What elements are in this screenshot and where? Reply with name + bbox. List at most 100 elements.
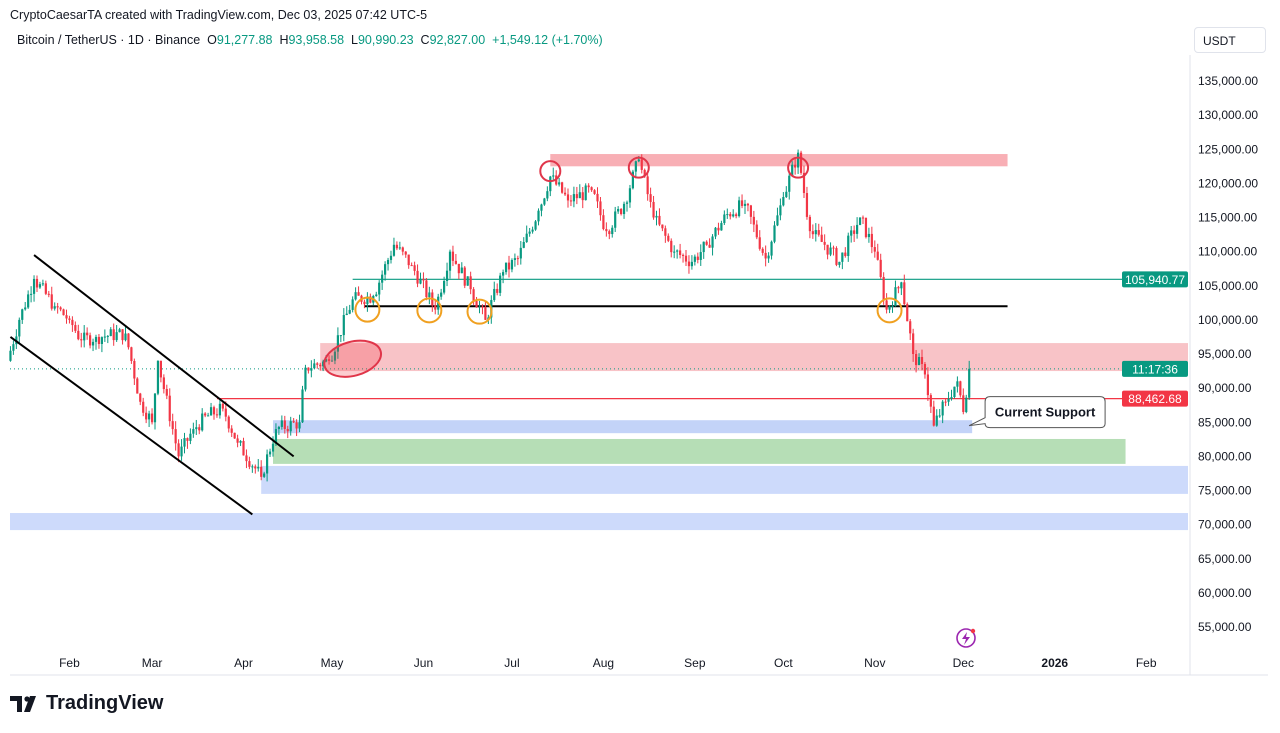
candle [617, 206, 620, 214]
candle-body [681, 254, 685, 256]
candle-body [348, 309, 351, 314]
candle-body [333, 351, 337, 361]
candle [398, 241, 401, 250]
high-label: H [279, 33, 289, 47]
candle-body [218, 403, 221, 416]
candle-body [327, 359, 331, 361]
candle-body [100, 337, 103, 344]
candle-body [316, 363, 319, 365]
candle [339, 335, 342, 343]
candle-body [239, 440, 242, 443]
candle [454, 254, 457, 265]
symbol-name[interactable]: Bitcoin / TetherUS · 1D · Binance [17, 33, 201, 47]
candle [91, 338, 95, 352]
candle-body [195, 427, 198, 430]
candle [593, 189, 596, 195]
candle-body [643, 169, 646, 177]
candle [903, 274, 906, 306]
candle [263, 471, 266, 478]
price-label: 105,940.77 [1125, 273, 1185, 287]
candle [667, 233, 670, 243]
candle [932, 400, 935, 427]
candle-body [687, 261, 691, 267]
support-circle [876, 297, 903, 324]
candle [65, 309, 68, 324]
candle-body [251, 466, 254, 468]
candle-body [53, 306, 56, 309]
candle [295, 419, 298, 437]
candle-body [587, 185, 590, 188]
candle [534, 220, 537, 231]
candle [838, 261, 841, 268]
candle [440, 288, 443, 300]
candle [968, 360, 971, 400]
tradingview-logo-icon [10, 695, 36, 712]
candle-body [617, 208, 620, 212]
candle [180, 439, 183, 461]
deep-support-zone [10, 513, 1188, 531]
candle [513, 253, 516, 267]
candle-body [684, 255, 688, 262]
candle-body [41, 283, 44, 285]
candle [215, 408, 219, 418]
candle-body [56, 306, 59, 308]
candle-body [614, 211, 617, 228]
candle [516, 255, 519, 266]
candle-body [475, 301, 478, 308]
candle [634, 160, 637, 179]
candle-body [891, 306, 894, 308]
candle-body [811, 231, 814, 235]
currency-selector[interactable]: USDT [1194, 27, 1266, 53]
candle-body [867, 233, 870, 238]
candle [944, 398, 947, 407]
candle [30, 286, 33, 303]
candle [410, 262, 413, 267]
candle [835, 246, 838, 267]
candle-body [443, 280, 446, 293]
candle-body [434, 305, 437, 310]
candle [870, 226, 873, 254]
candle [841, 252, 844, 270]
candle [779, 198, 782, 221]
candle-body [944, 401, 947, 403]
candle [460, 262, 463, 274]
candle [47, 290, 50, 298]
chart-credit: CryptoCaesarTA created with TradingView.… [10, 8, 428, 22]
candle [133, 358, 136, 385]
candle-body [448, 251, 452, 271]
candle-body [779, 205, 782, 216]
candle [150, 408, 154, 425]
candle-body [71, 319, 74, 326]
candle [861, 215, 865, 224]
candle [18, 317, 21, 343]
candle-body [407, 254, 410, 266]
price-label: 88,462.68 [1128, 392, 1182, 406]
candle-body [363, 301, 366, 305]
candle-body [198, 427, 201, 431]
candle [755, 220, 758, 240]
candle-body [885, 300, 888, 310]
candle-body [708, 244, 711, 248]
candle-body [738, 200, 741, 217]
candle [142, 397, 145, 417]
candle-body [451, 251, 455, 261]
candle-body [68, 318, 71, 320]
candle-body [661, 224, 664, 229]
candle [109, 327, 112, 337]
candle [443, 276, 446, 295]
candle-body [917, 357, 921, 366]
candle-body [339, 335, 342, 337]
y-tick-label: 95,000.00 [1198, 347, 1252, 361]
candle-body [832, 247, 835, 249]
candle-body [882, 276, 885, 301]
candle [124, 326, 127, 342]
candle [853, 225, 856, 243]
candle [858, 217, 862, 226]
candle-body [847, 235, 850, 256]
candle [183, 432, 186, 454]
y-tick-label: 125,000.00 [1198, 142, 1258, 156]
y-tick-label: 135,000.00 [1198, 74, 1258, 88]
support-circle [416, 297, 443, 324]
candle [732, 209, 735, 218]
